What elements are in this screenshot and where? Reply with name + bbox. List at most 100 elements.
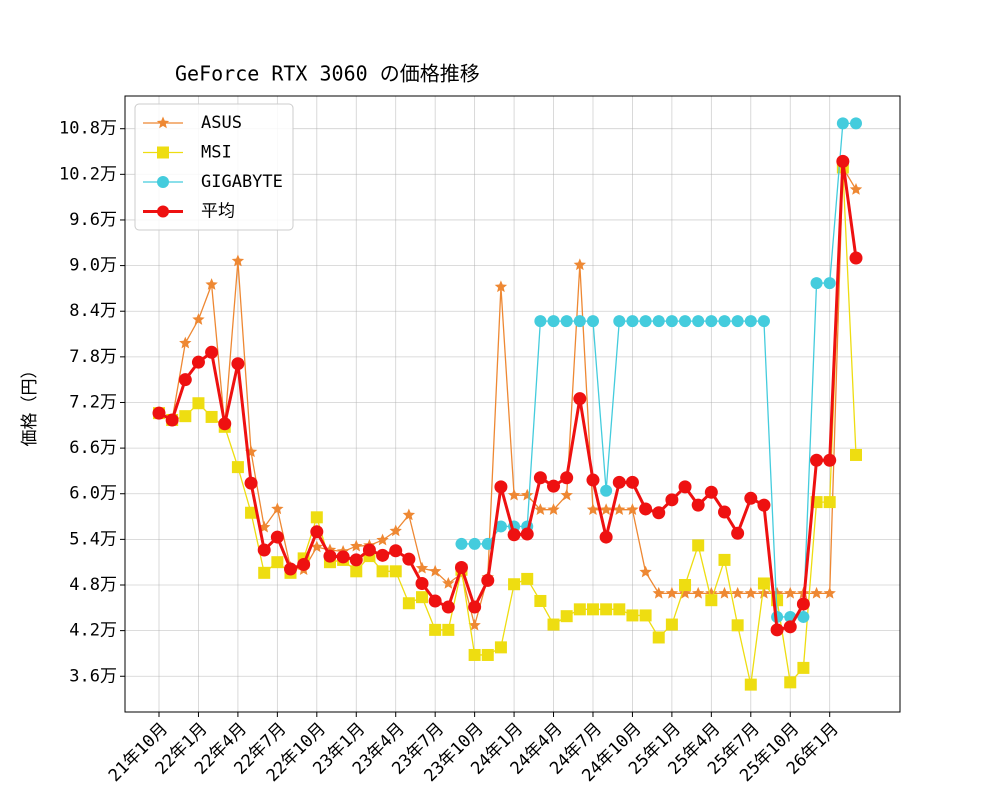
marker [731, 315, 744, 328]
marker [600, 603, 613, 616]
legend-label: GIGABYTE [201, 172, 283, 192]
marker [481, 573, 495, 587]
marker [626, 503, 639, 515]
marker [796, 597, 810, 611]
marker [652, 631, 665, 644]
marker [744, 586, 757, 599]
y-tick-label: 9.6万 [69, 210, 117, 230]
marker [665, 493, 679, 507]
marker [389, 565, 402, 578]
marker [573, 258, 587, 271]
legend-marker [157, 146, 169, 159]
marker [652, 506, 666, 520]
marker [586, 473, 600, 487]
marker [349, 553, 363, 567]
legend-label: MSI [201, 143, 232, 163]
marker [810, 277, 823, 290]
marker [784, 586, 797, 599]
marker [823, 453, 837, 467]
marker [376, 533, 389, 546]
marker [231, 461, 244, 474]
marker [350, 565, 363, 578]
marker [704, 485, 718, 499]
marker [652, 586, 665, 599]
marker [586, 603, 599, 616]
marker [757, 586, 771, 599]
marker [231, 254, 245, 267]
marker [718, 315, 731, 328]
marker [179, 410, 192, 423]
marker [428, 594, 442, 608]
marker [428, 564, 442, 577]
marker [507, 488, 521, 501]
marker [481, 648, 494, 661]
marker [468, 537, 481, 550]
marker [573, 392, 587, 406]
marker [310, 511, 323, 524]
y-tick-label: 6.6万 [69, 438, 117, 458]
legend-marker [157, 205, 169, 218]
marker [402, 552, 416, 566]
marker [626, 609, 639, 622]
marker [178, 373, 192, 387]
marker [586, 315, 599, 328]
marker [731, 619, 744, 632]
marker [192, 397, 205, 410]
marker [547, 479, 561, 493]
legend-box [134, 103, 294, 231]
marker [639, 565, 652, 578]
marker [665, 586, 679, 599]
marker [416, 591, 429, 604]
marker [402, 508, 416, 521]
marker [810, 586, 823, 599]
y-tick-label: 8.4万 [69, 301, 117, 321]
marker [757, 315, 770, 328]
marker [534, 315, 547, 328]
series-line [158, 166, 857, 686]
legend-label: 平均 [201, 202, 235, 222]
marker [599, 530, 613, 544]
marker [625, 475, 639, 489]
marker [534, 503, 547, 515]
marker [731, 586, 744, 599]
marker [376, 565, 389, 578]
marker [271, 502, 284, 515]
marker [429, 623, 442, 636]
marker [849, 183, 863, 195]
marker [797, 610, 810, 623]
marker [757, 498, 771, 512]
marker [679, 578, 692, 591]
marker [705, 594, 718, 607]
marker [245, 506, 258, 519]
marker [297, 557, 311, 571]
y-tick-label: 3.6万 [69, 666, 117, 686]
marker [165, 413, 179, 427]
marker [533, 471, 547, 485]
marker [639, 609, 652, 622]
marker [310, 540, 323, 553]
marker [179, 336, 192, 349]
y-tick-label: 7.8万 [69, 347, 117, 367]
marker [494, 641, 507, 654]
marker [415, 561, 429, 574]
marker [547, 618, 560, 631]
marker [284, 562, 298, 576]
marker [191, 355, 205, 369]
y-tick-label: 5.4万 [69, 529, 117, 549]
marker [205, 278, 218, 290]
marker [823, 496, 836, 509]
marker [520, 527, 534, 541]
marker [560, 488, 573, 501]
marker [244, 476, 258, 490]
y-tick-label: 10.2万 [59, 164, 117, 184]
marker [718, 586, 731, 599]
marker [494, 520, 507, 533]
marker [691, 498, 705, 512]
marker [534, 594, 547, 607]
marker [560, 610, 573, 623]
marker [613, 315, 626, 328]
marker [454, 561, 468, 575]
marker [692, 315, 705, 328]
marker [415, 576, 429, 590]
marker [310, 525, 324, 539]
